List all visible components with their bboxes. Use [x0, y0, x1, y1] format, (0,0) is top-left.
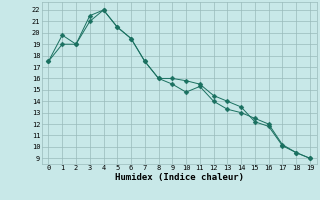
X-axis label: Humidex (Indice chaleur): Humidex (Indice chaleur) — [115, 173, 244, 182]
